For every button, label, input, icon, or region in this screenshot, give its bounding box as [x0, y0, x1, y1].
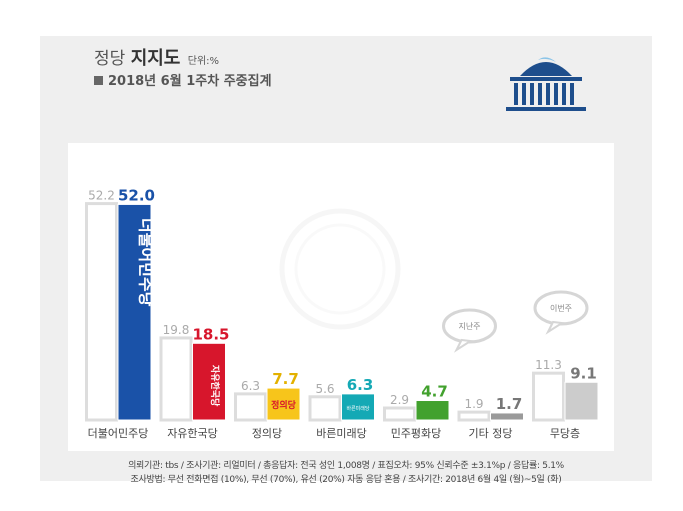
current-value-label: 6.3 [347, 376, 374, 394]
speech-bubble-tail [545, 320, 565, 335]
speech-bubble-tail [453, 338, 474, 353]
category-label: 더불어민주당 [88, 427, 149, 440]
current-value-label: 18.5 [192, 325, 229, 343]
chart-panel: 52.2 52.0 더불어민주당 더불어민주당 19.8 18.5 자유한국당 자유한국당 6.… [68, 143, 614, 451]
title-bold: 지지도 [130, 48, 181, 69]
current-value-label: 52.0 [118, 186, 155, 204]
current-week-bar [490, 412, 524, 421]
prev-value-label: 11.3 [535, 358, 562, 372]
chart-subtitle: 2018년 6월 1주차 주중집계 [94, 70, 272, 89]
prev-week-bar [159, 336, 193, 422]
current-week-bar [564, 381, 599, 421]
chart-title: 정당 지지도 단위:% [94, 44, 219, 70]
national-assembly-icon [498, 52, 594, 120]
prev-week-bar [234, 392, 267, 422]
party-logo-text: 바른미래당 [346, 405, 369, 412]
current-week-bar [266, 387, 301, 421]
category-label: 정의당 [252, 427, 282, 440]
prev-week-bar [457, 410, 491, 422]
watermark-seal [279, 208, 401, 330]
prev-value-label: 1.9 [464, 397, 483, 411]
prev-value-label: 52.2 [88, 189, 115, 203]
current-week-bar [415, 400, 450, 421]
speech-bubble-text: 이번주 [550, 303, 572, 313]
speech-bubble-text: 지난주 [458, 322, 480, 331]
title-light: 정당 [94, 49, 126, 69]
current-value-label: 4.7 [421, 383, 448, 401]
party-logo-text: 자유한국당 [209, 365, 221, 407]
category-label: 민주평화당 [391, 427, 442, 440]
prev-value-label: 19.8 [163, 323, 190, 337]
category-label: 무당층 [550, 427, 580, 440]
prev-week-bar [383, 406, 416, 422]
current-week-bar [192, 342, 226, 421]
current-value-label: 9.1 [570, 364, 597, 382]
prev-value-label: 6.3 [241, 379, 260, 393]
party-logo-text: 더불어민주당 [137, 218, 156, 307]
prev-week-bar [85, 202, 118, 422]
category-label: 자유한국당 [167, 427, 218, 440]
current-week-bar [341, 393, 375, 421]
current-value-label: 7.7 [272, 370, 299, 388]
prev-value-label: 5.6 [315, 382, 334, 396]
square-bullet-icon [94, 76, 103, 85]
prev-value-label: 2.9 [390, 393, 409, 407]
category-label: 바른미래당 [316, 427, 367, 440]
prev-week-bar [308, 395, 342, 422]
footer-line-1: 의뢰기관: tbs / 조사기관: 리얼미터 / 총응답자: 전국 성인 1,0… [128, 461, 564, 471]
subtitle-text: 2018년 6월 1주차 주중집계 [108, 74, 272, 89]
category-label: 기타 정당 [469, 427, 513, 440]
party-logo-text: 정의당 [271, 399, 297, 411]
current-week-bar [117, 203, 152, 421]
prev-week-bar [532, 371, 565, 422]
current-value-label: 1.7 [496, 395, 523, 413]
unit-label: 단위:% [187, 56, 220, 67]
footer-line-2: 조사방법: 무선 전화면접 (10%), 무선 (70%), 유선 (20%) … [130, 475, 562, 485]
